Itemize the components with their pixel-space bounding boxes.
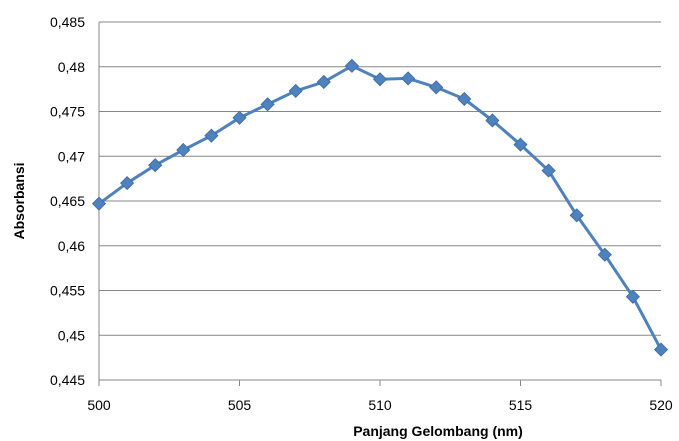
data-point-marker <box>204 128 219 143</box>
y-tick-label: 0,475 <box>50 104 85 120</box>
data-point-marker <box>653 342 669 357</box>
series-line <box>98 64 663 351</box>
x-axis-title: Panjang Gelombang (nm) <box>353 423 523 439</box>
y-tick-label: 0,445 <box>50 372 85 388</box>
y-tick-label: 0,45 <box>58 327 85 343</box>
data-point-marker <box>429 80 444 95</box>
data-point-marker <box>597 247 612 262</box>
y-tick-labels: 0,445 0,45 0,455 0,46 0,465 0,47 0,475 0,48 0,48… <box>50 14 85 388</box>
data-point-marker <box>401 71 416 86</box>
x-tick-label: 520 <box>649 397 673 413</box>
x-tick-label: 515 <box>509 397 533 413</box>
data-point-marker <box>485 113 500 128</box>
y-tick-label: 0,48 <box>58 59 85 75</box>
data-point-marker <box>541 163 556 178</box>
y-tick-label: 0,485 <box>50 14 85 30</box>
data-point-marker <box>148 158 163 173</box>
y-tick-label: 0,47 <box>58 148 85 164</box>
x-tick-label: 510 <box>368 397 392 413</box>
gridlines <box>99 21 661 336</box>
data-point-marker <box>176 142 191 158</box>
x-tick-labels: 500 505 510 515 520 <box>87 397 673 413</box>
y-axis-title: Absorbansi <box>11 162 27 239</box>
data-point-marker <box>457 91 472 107</box>
y-tick-label: 0,465 <box>50 193 85 209</box>
data-point-marker <box>91 196 107 211</box>
data-point-marker <box>316 74 331 90</box>
data-point-marker <box>569 208 584 223</box>
data-point-marker <box>260 97 275 112</box>
y-tick-label: 0,46 <box>58 238 85 254</box>
data-point-marker <box>372 72 388 87</box>
data-point-marker <box>120 176 135 191</box>
data-point-marker <box>625 289 640 304</box>
x-tick-label: 500 <box>87 397 111 413</box>
data-point-marker <box>344 58 359 73</box>
data-point-marker <box>232 110 247 125</box>
data-point-marker <box>513 137 528 152</box>
data-point-marker <box>288 83 303 98</box>
series-group <box>91 58 669 357</box>
x-tick-label: 505 <box>228 397 252 413</box>
y-tick-label: 0,455 <box>50 283 85 299</box>
